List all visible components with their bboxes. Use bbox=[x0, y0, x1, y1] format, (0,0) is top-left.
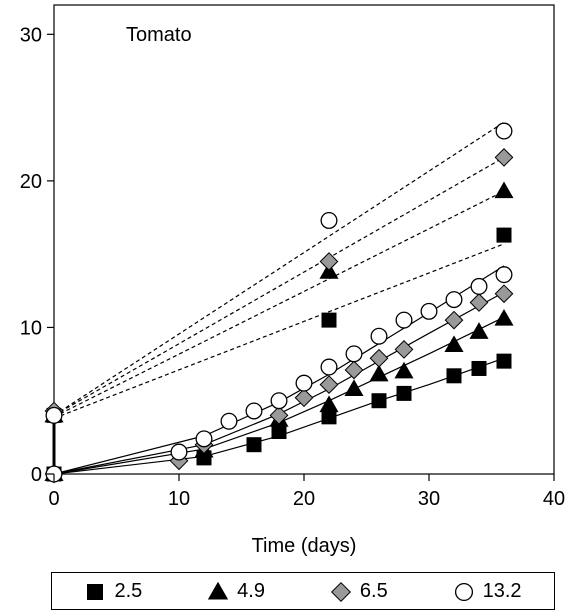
x-axis-label: Time (days) bbox=[252, 535, 357, 557]
dashed-fit-line-2 bbox=[53, 156, 505, 416]
dashed-fit-line-1 bbox=[53, 190, 505, 418]
x-tick-label: 40 bbox=[543, 488, 565, 510]
legend-item: 4.9 bbox=[207, 580, 265, 603]
data-point-diamond bbox=[269, 405, 289, 425]
data-point-diamond bbox=[319, 375, 339, 394]
data-point-square bbox=[321, 312, 337, 328]
data-point-circle bbox=[470, 277, 488, 295]
data-point-square bbox=[371, 393, 387, 409]
y-tick-label: 0 bbox=[31, 464, 42, 486]
data-point-triangle bbox=[344, 379, 364, 397]
data-point-triangle bbox=[494, 308, 514, 326]
triangle-icon bbox=[208, 581, 229, 600]
data-point-circle bbox=[320, 358, 338, 376]
legend-marker-circle bbox=[454, 582, 473, 602]
chart: 0 10 20 30 40 0 10 20 30 Tomato Time (days) bbox=[20, 4, 565, 557]
solid-fit-line-3 bbox=[53, 265, 505, 475]
data-point-square bbox=[246, 437, 262, 453]
legend-marker-diamond bbox=[330, 581, 351, 602]
dashed-fit-line-0 bbox=[53, 243, 505, 419]
data-point-circle bbox=[320, 211, 338, 229]
data-point-circle bbox=[270, 392, 288, 410]
legend-item: 13.2 bbox=[453, 580, 522, 603]
data-point-circle bbox=[495, 266, 513, 284]
legend-label: 2.5 bbox=[114, 579, 143, 602]
data-point-square bbox=[496, 227, 512, 243]
y-tick-label: 20 bbox=[20, 171, 42, 193]
x-tick-label: 10 bbox=[168, 488, 190, 510]
legend-label: 6.5 bbox=[359, 579, 388, 602]
data-point-diamond bbox=[494, 148, 514, 167]
data-point-circle bbox=[395, 311, 413, 329]
data-point-circle bbox=[170, 443, 188, 461]
data-point-circle bbox=[45, 406, 63, 424]
data-point-circle bbox=[370, 327, 388, 345]
legend: 2.5 4.9 6.5 13.2 bbox=[51, 572, 555, 610]
data-point-square bbox=[471, 360, 487, 376]
data-point-triangle bbox=[319, 395, 339, 413]
data-point-circle bbox=[195, 430, 213, 448]
legend-marker-square bbox=[87, 584, 104, 600]
data-point-triangle bbox=[444, 335, 464, 353]
data-point-triangle bbox=[394, 361, 414, 379]
legend-label: 13.2 bbox=[482, 579, 522, 602]
data-point-diamond bbox=[294, 388, 314, 408]
y-tick-label: 30 bbox=[20, 24, 42, 46]
y-axis: 0 10 20 30 bbox=[20, 24, 54, 486]
data-point-circle bbox=[495, 122, 513, 140]
x-tick-label: 30 bbox=[418, 488, 440, 510]
data-point-triangle bbox=[469, 322, 489, 339]
data-point-circle bbox=[295, 374, 313, 392]
data-point-triangle bbox=[369, 364, 389, 382]
data-point-triangle bbox=[494, 181, 514, 199]
square-icon bbox=[87, 584, 104, 600]
data-point-diamond bbox=[369, 348, 389, 368]
data-point-square bbox=[396, 385, 412, 401]
data-point-diamond bbox=[319, 252, 339, 271]
data-point-circle bbox=[345, 345, 363, 363]
circle-icon bbox=[454, 582, 473, 602]
data-point-diamond bbox=[494, 284, 514, 304]
data-point-circle bbox=[420, 302, 438, 320]
data-point-diamond bbox=[394, 340, 414, 359]
data-point-square bbox=[496, 353, 512, 369]
legend-label: 4.9 bbox=[237, 579, 265, 602]
legend-marker-triangle bbox=[208, 581, 229, 600]
data-points bbox=[44, 122, 514, 484]
data-point-circle bbox=[445, 291, 463, 309]
data-point-diamond bbox=[344, 360, 364, 380]
solid-fit-line-2 bbox=[53, 291, 505, 475]
legend-item: 2.5 bbox=[84, 580, 142, 603]
diamond-icon bbox=[330, 581, 351, 602]
legend-item: 6.5 bbox=[330, 580, 388, 603]
data-point-circle bbox=[220, 412, 238, 430]
data-point-diamond bbox=[444, 310, 464, 330]
x-tick-label: 20 bbox=[293, 488, 315, 510]
chart-title: Tomato bbox=[126, 24, 192, 46]
y-tick-label: 10 bbox=[20, 317, 42, 339]
dashed-fit-line-3 bbox=[53, 121, 505, 416]
data-point-diamond bbox=[469, 293, 489, 312]
x-axis: 0 10 20 30 40 bbox=[48, 474, 565, 510]
data-point-square bbox=[446, 368, 462, 384]
x-tick-label: 0 bbox=[48, 488, 59, 510]
data-point-circle bbox=[245, 402, 263, 420]
